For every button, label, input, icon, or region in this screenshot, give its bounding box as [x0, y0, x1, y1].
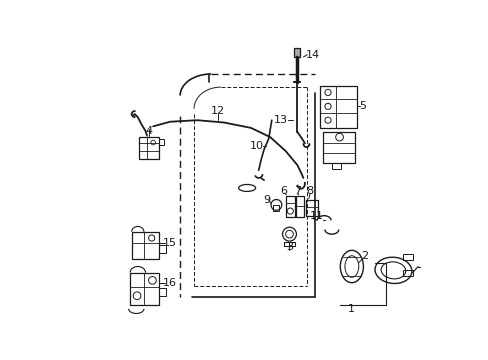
Text: 13: 13 [273, 115, 287, 125]
Text: 10: 10 [249, 141, 263, 150]
Bar [320, 86, 357, 128]
Bar [293, 48, 300, 57]
Bar [403, 270, 412, 276]
Bar [331, 163, 341, 169]
Text: 2: 2 [360, 252, 367, 261]
Text: 5: 5 [358, 101, 366, 111]
Bar [130, 273, 159, 305]
Bar [158, 245, 166, 253]
Text: 6: 6 [280, 186, 287, 196]
Text: 14: 14 [305, 50, 320, 60]
Text: 16: 16 [163, 278, 177, 288]
Text: 1: 1 [347, 304, 354, 314]
Bar [403, 254, 412, 260]
Text: 12: 12 [210, 106, 224, 116]
Bar [285, 195, 294, 217]
Text: 7: 7 [293, 186, 300, 196]
Text: 3: 3 [285, 242, 292, 252]
Text: 9: 9 [262, 195, 269, 205]
Text: 15: 15 [163, 238, 177, 248]
Bar [159, 288, 165, 296]
Bar [296, 195, 304, 217]
Bar [306, 199, 317, 216]
Bar [273, 205, 279, 211]
Text: 11: 11 [309, 211, 323, 221]
Bar [284, 242, 294, 247]
Text: 8: 8 [306, 186, 313, 196]
Bar [139, 137, 159, 159]
Bar [159, 139, 163, 145]
Bar [322, 132, 354, 163]
Bar [131, 232, 158, 259]
Text: 4: 4 [145, 126, 153, 136]
